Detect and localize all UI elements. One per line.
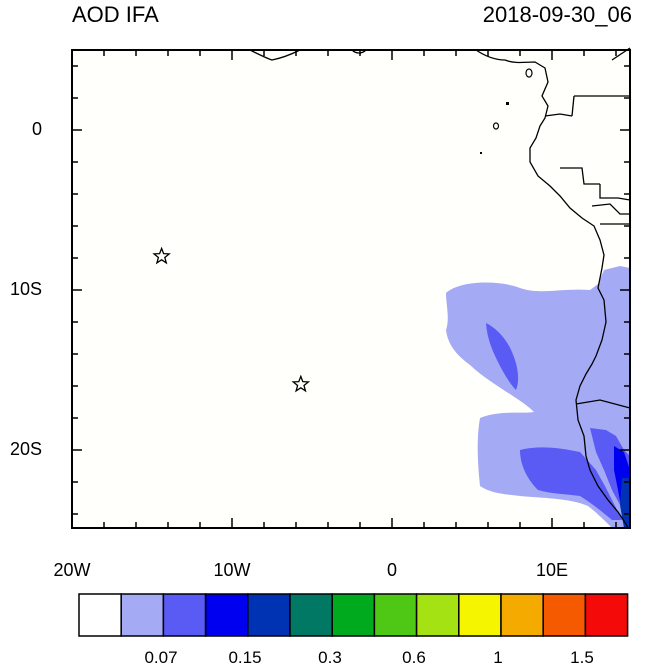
colorbar — [78, 593, 629, 637]
colorbar-swatch — [162, 593, 207, 637]
map-title: AOD IFA — [72, 2, 159, 27]
colorbar-swatch — [415, 593, 460, 637]
colorbar-swatch — [500, 593, 544, 637]
colorbar-label-4: 1 — [493, 648, 503, 667]
x-tick-label-10w: 10W — [213, 560, 251, 580]
aod-region-mid-south — [520, 447, 622, 520]
y-tick-label-0: 0 — [31, 119, 42, 139]
y-tick-label-20s: 20S — [9, 439, 42, 459]
colorbar-swatch — [373, 593, 418, 637]
x-tick-label-10e: 10E — [535, 560, 569, 580]
station-markers — [152, 246, 311, 393]
colorbar-swatch — [289, 593, 333, 637]
colorbar-label-1: 0.15 — [228, 648, 262, 667]
colorbar-label-3: 0.6 — [402, 648, 426, 667]
aod-region-highest — [620, 478, 630, 528]
colorbar-label-5: 1.5 — [570, 648, 594, 667]
islands — [492, 68, 533, 130]
station-star-icon — [152, 246, 171, 265]
colorbar-swatch — [584, 593, 629, 637]
axis-ticks — [71, 50, 630, 528]
x-tick-label-0: 0 — [386, 560, 397, 580]
station-star-icon — [291, 374, 311, 393]
colorbar-swatch — [458, 593, 502, 637]
small-islands — [480, 102, 509, 154]
aod-region-mid-north — [486, 323, 519, 390]
colorbar-swatch — [120, 593, 165, 637]
map-frame — [71, 49, 631, 529]
colorbar-swatch — [331, 593, 376, 637]
colorbar-swatch — [204, 593, 249, 637]
colorbar-swatch — [78, 593, 122, 637]
colorbar-swatch — [247, 593, 291, 637]
map-timestamp: 2018-09-30_06 — [482, 2, 632, 27]
colorbar-swatch — [542, 593, 587, 637]
colorbar-label-0: 0.07 — [144, 648, 178, 667]
colorbar-label-2: 0.3 — [318, 648, 342, 667]
y-tick-label-10s: 10S — [9, 279, 42, 299]
x-tick-label-20w: 20W — [53, 560, 91, 580]
